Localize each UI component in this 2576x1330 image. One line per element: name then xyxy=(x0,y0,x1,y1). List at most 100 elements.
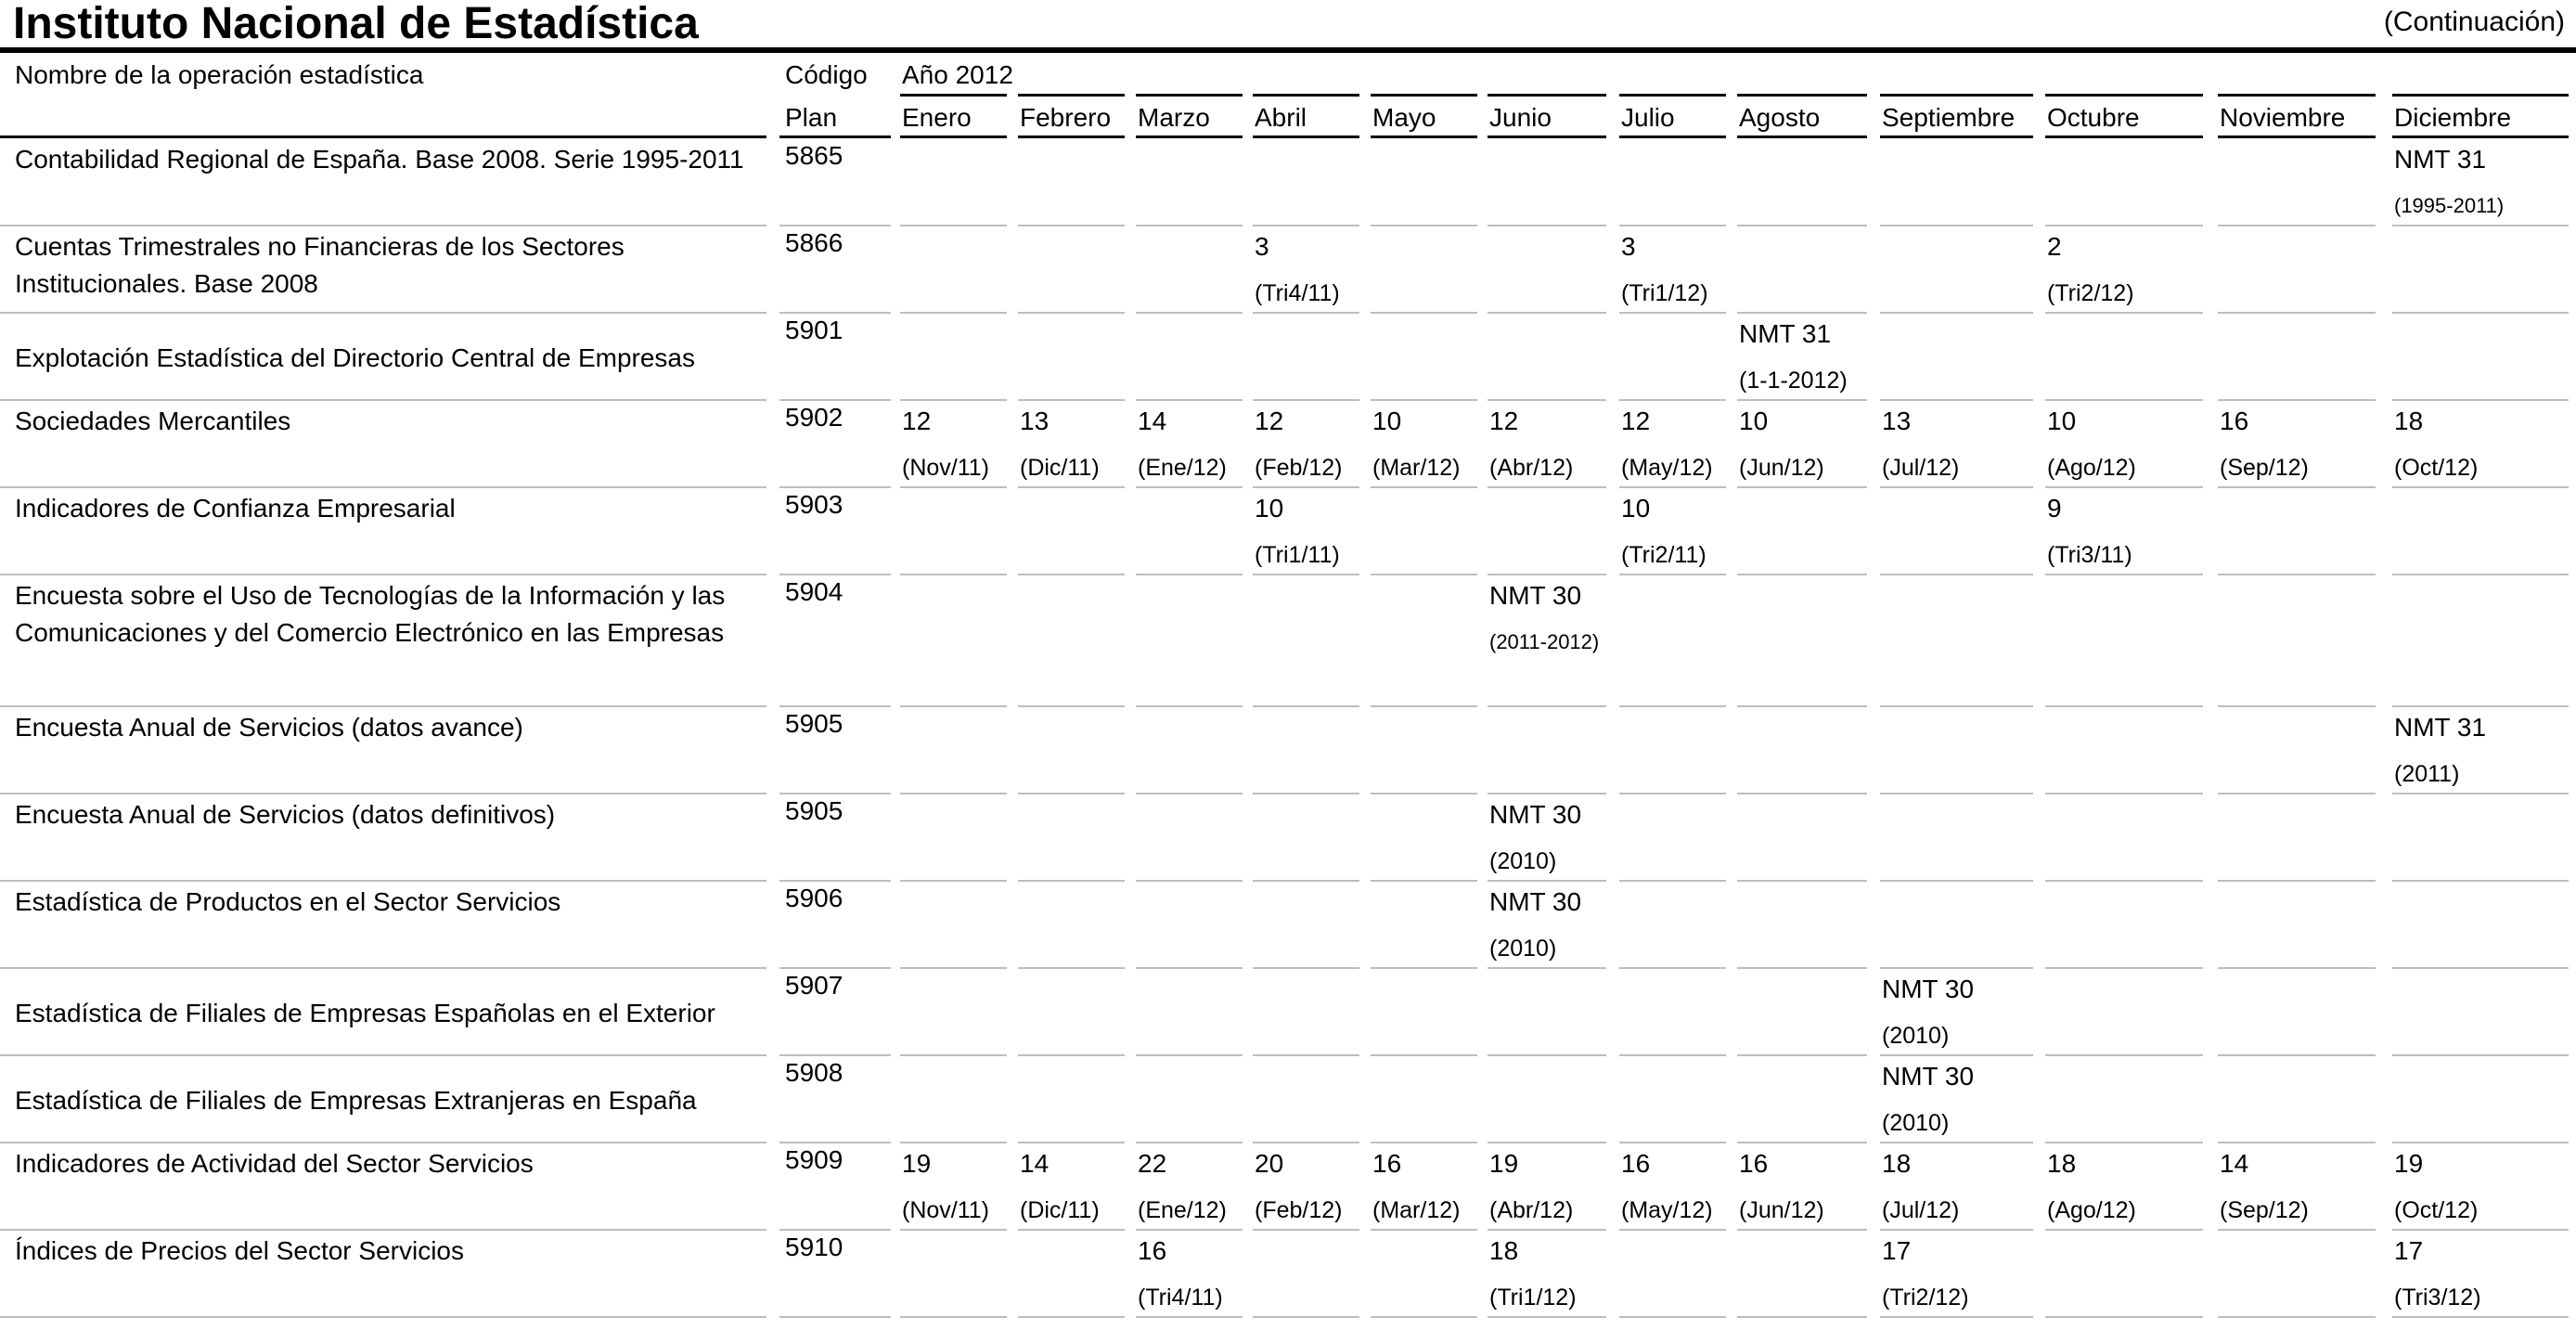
release-cell: 18 (Jul/12) xyxy=(1882,1145,1959,1226)
row-separator xyxy=(1136,967,1243,969)
row-separator xyxy=(900,967,1007,969)
row-separator xyxy=(1619,399,1726,401)
reference-period: (Jul/12) xyxy=(1882,455,1960,481)
reference-period: (2010) xyxy=(1882,1110,1950,1136)
reference-period: (Jul/12) xyxy=(1882,1197,1960,1223)
row-separator xyxy=(1619,574,1726,575)
row-separator xyxy=(0,486,766,488)
reference-period: (Sep/12) xyxy=(2220,455,2309,481)
row-separator xyxy=(1136,486,1243,488)
month-header: Enero xyxy=(902,103,972,132)
row-separator xyxy=(1253,1229,1359,1231)
table-row: Explotación Estadística del Directorio C… xyxy=(0,314,2576,401)
month-header-rule xyxy=(1371,136,1477,138)
operation-name: Encuesta Anual de Servicios (datos avanc… xyxy=(15,713,523,742)
continuation-label: (Continuación) xyxy=(2383,6,2565,37)
operation-code: 5910 xyxy=(785,1233,844,1261)
year-header-rule xyxy=(1737,94,1867,97)
release-cell: 10 (Tri1/11) xyxy=(1255,490,1340,571)
reference-period: (Tri1/12) xyxy=(1489,1285,1577,1311)
row-separator xyxy=(1488,1142,1606,1143)
row-separator xyxy=(2218,486,2376,488)
row-separator xyxy=(1136,1142,1243,1143)
release-cell: 3 (Tri1/12) xyxy=(1621,228,1708,309)
table-row: Encuesta sobre el Uso de Tecnologías de … xyxy=(0,575,2576,707)
release-cell: 12 (May/12) xyxy=(1621,403,1713,484)
release-day: 10 xyxy=(2047,407,2077,435)
release-cell: 16 (Mar/12) xyxy=(1372,1145,1460,1226)
row-separator xyxy=(1737,486,1867,488)
row-separator xyxy=(1253,793,1359,794)
row-separator xyxy=(1488,486,1606,488)
reference-period: (Tri3/12) xyxy=(2394,1285,2481,1311)
row-separator xyxy=(1619,793,1726,794)
table-row: Estadística de Filiales de Empresas Espa… xyxy=(0,969,2576,1056)
release-cell: 10 (Mar/12) xyxy=(1372,403,1460,484)
row-separator xyxy=(1880,574,2033,575)
release-day: 2 xyxy=(2047,232,2062,261)
release-cell: NMT 30 (2010) xyxy=(1489,796,1581,877)
row-separator xyxy=(779,967,891,969)
row-separator xyxy=(1880,880,2033,882)
row-separator xyxy=(2218,793,2376,794)
row-separator xyxy=(2045,574,2203,575)
operation-name: Contabilidad Regional de España. Base 20… xyxy=(15,145,744,174)
release-cell: 19 (Abr/12) xyxy=(1489,1145,1573,1226)
year-header-rule xyxy=(900,94,1007,97)
year-header-rule xyxy=(2218,94,2376,97)
operation-code: 5903 xyxy=(785,490,844,519)
release-day: 16 xyxy=(2220,407,2249,435)
month-header: Septiembre xyxy=(1882,103,2016,132)
table-row: Indicadores de Confianza Empresarial 5903… xyxy=(0,488,2576,575)
row-separator xyxy=(1619,967,1726,969)
row-separator xyxy=(1488,225,1606,226)
row-separator xyxy=(0,1142,766,1143)
month-header-rule xyxy=(900,136,1007,138)
release-day: 19 xyxy=(1489,1149,1519,1178)
row-separator xyxy=(1619,312,1726,314)
row-separator xyxy=(1371,1316,1477,1318)
reference-period: (Abr/12) xyxy=(1489,1197,1574,1223)
row-separator xyxy=(2218,399,2376,401)
row-separator xyxy=(1880,1054,2033,1056)
release-cell: 18 (Oct/12) xyxy=(2394,403,2478,484)
row-separator xyxy=(0,705,766,707)
table-row: Contabilidad Regional de España. Base 20… xyxy=(0,139,2576,226)
row-separator xyxy=(1880,399,2033,401)
row-separator xyxy=(1371,312,1477,314)
row-separator xyxy=(2045,880,2203,882)
row-separator xyxy=(1737,793,1867,794)
row-separator xyxy=(2045,1229,2203,1231)
table-row: Encuesta Anual de Servicios (datos defin… xyxy=(0,794,2576,882)
row-separator xyxy=(1880,225,2033,226)
operation-code: 5905 xyxy=(785,796,844,825)
row-separator xyxy=(1488,399,1606,401)
row-separator xyxy=(1018,705,1125,707)
year-header-rule xyxy=(1018,94,1125,97)
year-header-rule xyxy=(1880,94,2033,97)
release-day: 18 xyxy=(1489,1236,1519,1265)
row-separator xyxy=(779,793,891,794)
row-separator xyxy=(2392,1142,2569,1143)
release-cell: 17 (Tri3/12) xyxy=(2394,1233,2481,1313)
release-day: 20 xyxy=(1255,1149,1284,1178)
month-header: Abril xyxy=(1255,103,1307,132)
reference-period: (Oct/12) xyxy=(2394,1197,2479,1223)
header-rule xyxy=(0,136,766,138)
row-separator xyxy=(1371,1142,1477,1143)
row-separator xyxy=(2218,1229,2376,1231)
reference-period: (Feb/12) xyxy=(1255,455,1343,481)
operation-name: Estadística de Productos en el Sector Se… xyxy=(15,887,561,916)
release-day: NMT 30 xyxy=(1489,887,1582,916)
row-separator xyxy=(1253,399,1359,401)
operation-code: 5907 xyxy=(785,971,844,1000)
row-separator xyxy=(1253,880,1359,882)
release-cell: NMT 30 (2010) xyxy=(1882,971,1974,1052)
release-day: 3 xyxy=(1621,232,1636,261)
row-separator xyxy=(2392,1316,2569,1318)
operation-name: Explotación Estadística del Directorio C… xyxy=(15,343,696,372)
row-separator xyxy=(1136,574,1243,575)
row-separator xyxy=(2218,1054,2376,1056)
release-cell: 14 (Ene/12) xyxy=(1138,403,1227,484)
row-separator xyxy=(1488,705,1606,707)
